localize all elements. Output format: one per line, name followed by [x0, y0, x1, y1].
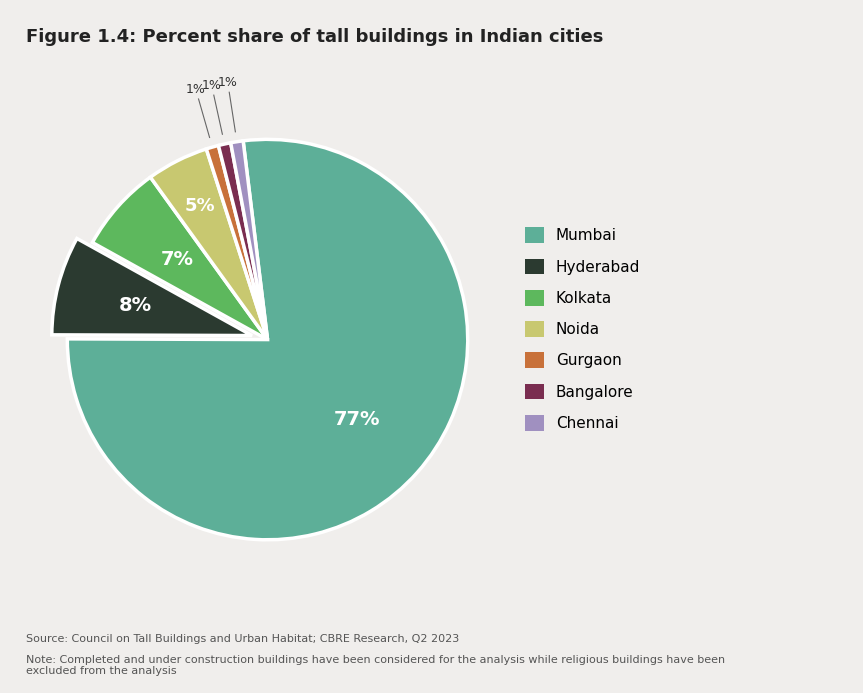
Wedge shape [52, 238, 252, 335]
Wedge shape [150, 149, 268, 340]
Legend: Mumbai, Hyderabad, Kolkata, Noida, Gurgaon, Bangalore, Chennai: Mumbai, Hyderabad, Kolkata, Noida, Gurga… [526, 227, 640, 431]
Wedge shape [67, 139, 468, 540]
Text: 8%: 8% [119, 296, 153, 315]
Wedge shape [230, 141, 268, 340]
Text: Figure 1.4: Percent share of tall buildings in Indian cities: Figure 1.4: Percent share of tall buildi… [26, 28, 603, 46]
Wedge shape [206, 146, 268, 340]
Text: Note: Completed and under construction buildings have been considered for the an: Note: Completed and under construction b… [26, 655, 725, 676]
Text: 1%: 1% [202, 79, 222, 92]
Wedge shape [218, 143, 268, 340]
Text: 7%: 7% [161, 250, 194, 270]
Text: Source: Council on Tall Buildings and Urban Habitat; CBRE Research, Q2 2023: Source: Council on Tall Buildings and Ur… [26, 634, 459, 644]
Text: 1%: 1% [186, 83, 205, 96]
Text: 5%: 5% [185, 197, 215, 215]
Text: 77%: 77% [334, 410, 381, 429]
Wedge shape [92, 177, 268, 340]
Text: 1%: 1% [217, 76, 237, 89]
